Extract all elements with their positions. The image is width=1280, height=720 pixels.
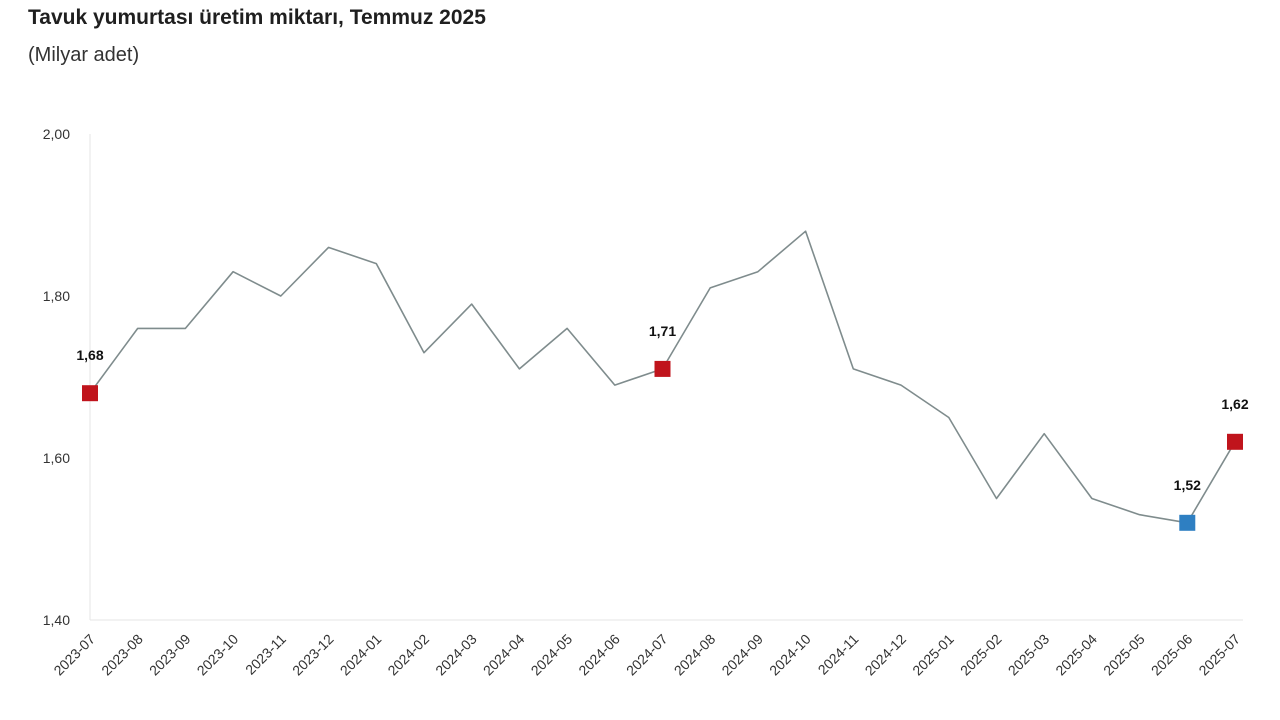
y-tick-label: 1,80: [43, 288, 70, 304]
data-labels: 1,68 1,71 1,52 1,62: [76, 323, 1248, 493]
x-tick-label: 2024-10: [766, 631, 814, 679]
x-tick-label: 2024-11: [815, 631, 862, 678]
x-tick-label: 2025-01: [909, 631, 957, 679]
x-tick-label: 2024-09: [718, 631, 766, 679]
chart-title: Tavuk yumurtası üretim miktarı, Temmuz 2…: [28, 6, 486, 29]
x-tick-label: 2025-05: [1100, 631, 1148, 679]
x-tick-label: 2024-03: [432, 631, 480, 679]
data-label: 1,71: [649, 323, 676, 339]
series-line: [89, 230, 1236, 524]
y-tick-label: 2,00: [43, 126, 70, 142]
x-tick-label: 2023-11: [242, 631, 289, 678]
x-tick-label: 2024-02: [384, 631, 432, 679]
x-tick-label: 2025-06: [1148, 631, 1196, 679]
y-tick-label: 1,60: [43, 450, 70, 466]
highlight-marker: [1227, 433, 1243, 450]
y-axis-ticks: 1,40 1,60 1,80 2,00: [43, 126, 70, 628]
highlight-marker: [82, 385, 98, 402]
x-tick-label: 2024-05: [528, 631, 576, 679]
axes: [89, 134, 1243, 621]
x-tick-label: 2025-04: [1052, 631, 1100, 679]
data-label: 1,52: [1174, 477, 1201, 493]
x-axis-ticks: 2023-07 2023-08 2023-09 2023-10 2023-11 2023-…: [50, 631, 1243, 679]
data-label: 1,62: [1221, 396, 1248, 412]
x-tick-label: 2024-07: [623, 631, 671, 679]
y-tick-label: 1,40: [43, 612, 70, 628]
x-tick-label: 2023-07: [50, 631, 98, 679]
x-tick-label: 2025-02: [957, 631, 1005, 679]
x-tick-label: 2024-04: [480, 631, 528, 679]
x-tick-label: 2024-08: [671, 631, 719, 679]
series-layer: [89, 230, 1236, 524]
x-tick-label: 2024-06: [575, 631, 623, 679]
data-label: 1,68: [76, 347, 103, 363]
chart-subtitle: (Milyar adet): [28, 44, 140, 66]
x-tick-label: 2024-12: [862, 631, 910, 679]
x-tick-label: 2023-09: [146, 631, 194, 679]
highlight-marker: [654, 360, 671, 377]
x-tick-label: 2023-08: [98, 631, 146, 679]
x-tick-label: 2023-10: [194, 631, 242, 679]
x-tick-label: 2024-01: [337, 631, 385, 679]
x-tick-label: 2025-03: [1005, 631, 1053, 679]
x-tick-label: 2025-07: [1195, 631, 1243, 679]
highlight-markers: [82, 360, 1243, 531]
highlight-marker: [1179, 514, 1196, 531]
x-tick-label: 2023-12: [289, 631, 337, 679]
